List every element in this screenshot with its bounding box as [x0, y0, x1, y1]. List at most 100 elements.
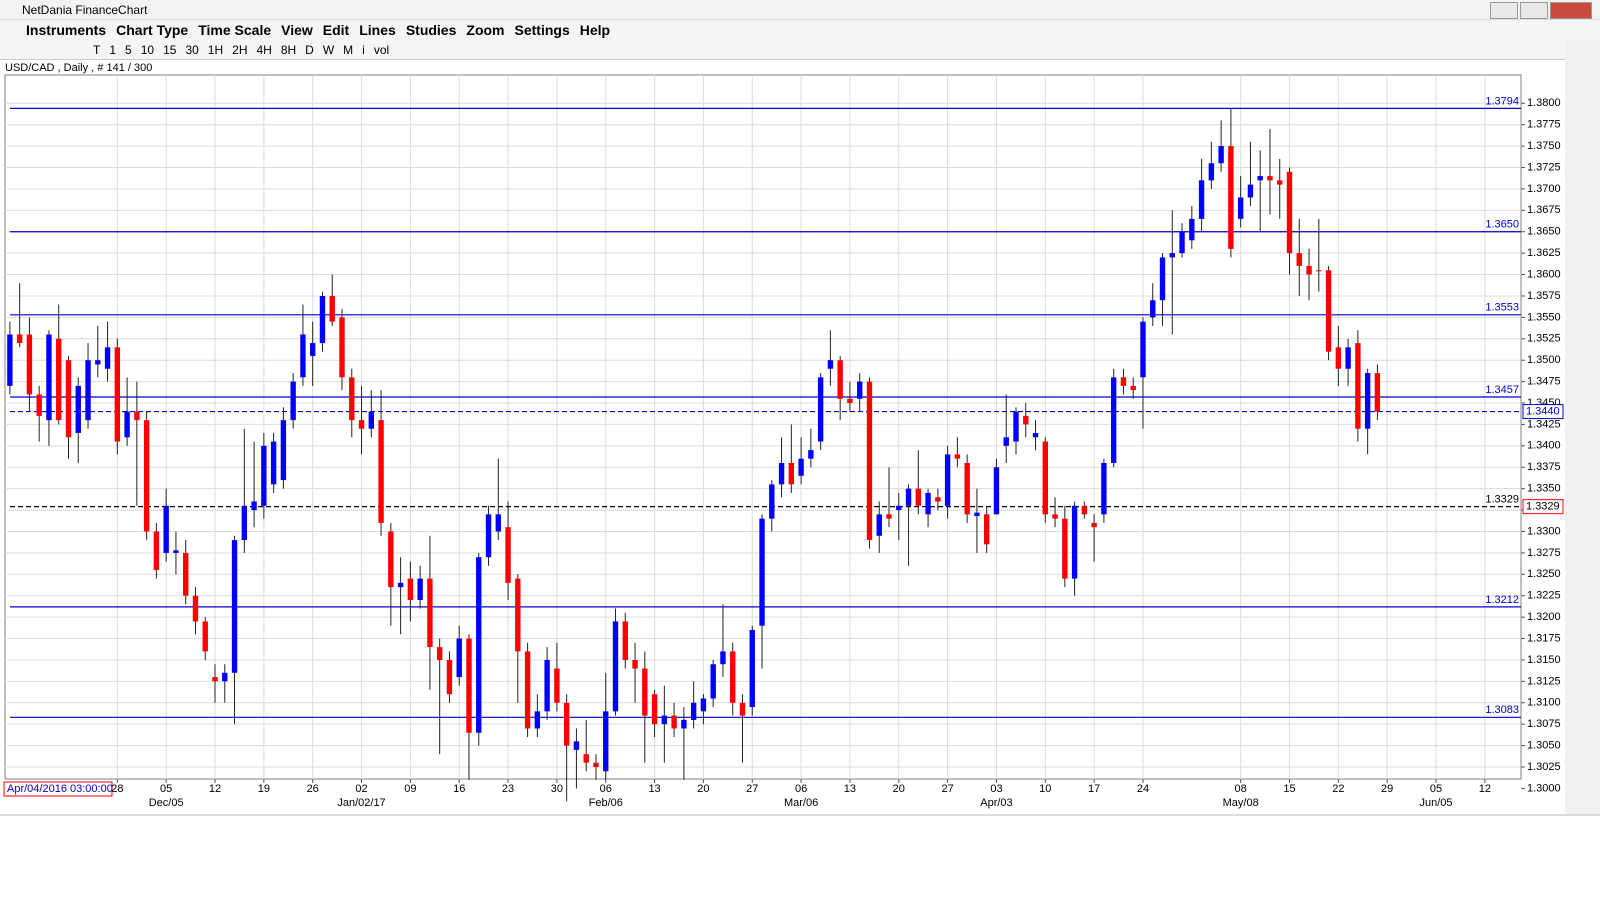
- x-tick-label: 06: [795, 783, 807, 795]
- month-label: May/08: [1223, 797, 1259, 809]
- toolbar-button[interactable]: D: [305, 43, 314, 57]
- month-label: Jun/05: [1420, 797, 1453, 809]
- menu-item[interactable]: Time Scale: [198, 22, 272, 38]
- title-bar: NetDania FinanceChart: [0, 0, 1600, 20]
- candle-body: [524, 651, 531, 729]
- y-tick-label: 1.3125: [1527, 675, 1561, 687]
- toolbar-button[interactable]: 30: [185, 43, 199, 57]
- toolbar-button[interactable]: T: [93, 43, 101, 57]
- menu-item[interactable]: Lines: [359, 22, 396, 38]
- candle-body: [270, 441, 277, 485]
- x-tick-label: 05: [1430, 783, 1442, 795]
- candle-body: [1364, 373, 1371, 429]
- candle-body: [1189, 218, 1195, 241]
- candle-body: [534, 711, 541, 729]
- close[interactable]: [1550, 2, 1592, 19]
- candle-body: [1159, 257, 1166, 301]
- candle-body: [651, 694, 658, 725]
- y-tick-label: 1.3250: [1527, 568, 1561, 580]
- toolbar-button[interactable]: vol: [373, 43, 390, 57]
- toolbar-button[interactable]: 4H: [256, 43, 272, 57]
- month-label: Mar/06: [784, 797, 818, 809]
- candle-body: [984, 514, 990, 545]
- x-tick-label: 22: [1332, 783, 1344, 795]
- toolbar-button[interactable]: 10: [140, 43, 155, 57]
- minimize[interactable]: [1490, 2, 1518, 19]
- candle-body: [65, 360, 72, 438]
- candle-body: [1013, 411, 1019, 442]
- y-tick-label: 1.3050: [1527, 740, 1561, 752]
- toolbar-button[interactable]: M: [343, 43, 354, 57]
- y-tick-label: 1.3650: [1527, 226, 1561, 238]
- toolbar-button[interactable]: 1: [109, 43, 117, 57]
- level-label: 1.3083: [1485, 704, 1519, 716]
- candle-body: [388, 531, 394, 588]
- candle-body: [944, 454, 951, 506]
- menu-item[interactable]: View: [281, 22, 313, 38]
- plot-frame: [4, 74, 1522, 780]
- candle-body: [876, 514, 882, 536]
- candle-body: [700, 698, 707, 712]
- toolbar-button[interactable]: 15: [163, 43, 177, 57]
- y-tick-label: 1.3150: [1527, 654, 1561, 666]
- level-axis-box: [1522, 404, 1564, 420]
- candle-body: [56, 338, 62, 421]
- month-label: Feb/06: [589, 797, 623, 809]
- y-tick-label: 1.3700: [1527, 183, 1561, 195]
- level-axis-box: [1522, 499, 1564, 515]
- menu-item[interactable]: Studies: [405, 22, 457, 38]
- candle-body: [319, 295, 326, 344]
- candle-body: [1218, 146, 1224, 164]
- y-tick-label: 1.3575: [1527, 290, 1561, 302]
- candle-body: [935, 497, 941, 502]
- y-tick-label: 1.3400: [1527, 440, 1561, 452]
- menu-item[interactable]: Instruments: [26, 22, 107, 38]
- menu-item[interactable]: Zoom: [466, 22, 505, 38]
- x-tick-label: 08: [1235, 783, 1247, 795]
- maximize[interactable]: [1520, 2, 1548, 19]
- y-tick-label: 1.3375: [1527, 461, 1561, 473]
- candle-body: [847, 398, 853, 404]
- candle-body: [671, 715, 677, 729]
- menu-item[interactable]: Chart Type: [116, 22, 189, 38]
- menu-item[interactable]: Settings: [514, 22, 570, 38]
- toolbar-button[interactable]: 5: [125, 43, 132, 57]
- side-panel: [1565, 40, 1600, 815]
- candle-body: [837, 360, 843, 399]
- level-label: 1.3553: [1485, 302, 1519, 314]
- candle-body: [827, 360, 834, 369]
- candle-body: [563, 702, 570, 746]
- candle-body: [896, 505, 902, 511]
- candle-body: [622, 621, 628, 660]
- candle-body: [1228, 146, 1234, 249]
- candle-body: [202, 621, 208, 652]
- candle-body: [95, 360, 101, 365]
- toolbar-button[interactable]: i: [362, 43, 365, 57]
- y-tick-label: 1.3425: [1527, 418, 1561, 430]
- candle-body: [222, 672, 228, 682]
- menu-bar: Instruments Chart Type Time Scale View Edit L…: [0, 20, 1600, 40]
- candle-body: [925, 492, 931, 515]
- candle-body: [407, 578, 414, 601]
- level-label: 1.3794: [1485, 95, 1519, 107]
- menu-item[interactable]: Edit: [322, 22, 350, 38]
- month-label: Jan/02/17: [337, 797, 385, 809]
- candle-body: [964, 462, 970, 515]
- candle-body: [1071, 505, 1078, 579]
- candle-body: [1169, 253, 1175, 258]
- candle-body: [1316, 270, 1322, 272]
- candle-body: [739, 702, 746, 716]
- toolbar-button[interactable]: 1H: [207, 43, 224, 57]
- toolbar-button[interactable]: 2H: [232, 43, 248, 57]
- candle-body: [886, 514, 892, 519]
- candle-body: [114, 347, 121, 442]
- menu-item[interactable]: Help: [579, 22, 611, 38]
- y-tick-label: 1.3300: [1527, 525, 1561, 537]
- candle-body: [1306, 265, 1312, 275]
- toolbar-button[interactable]: W: [322, 43, 335, 57]
- toolbar-button[interactable]: 8H: [280, 43, 297, 57]
- candle-body: [280, 420, 287, 481]
- candle-body: [690, 702, 697, 720]
- candle-body: [642, 668, 648, 716]
